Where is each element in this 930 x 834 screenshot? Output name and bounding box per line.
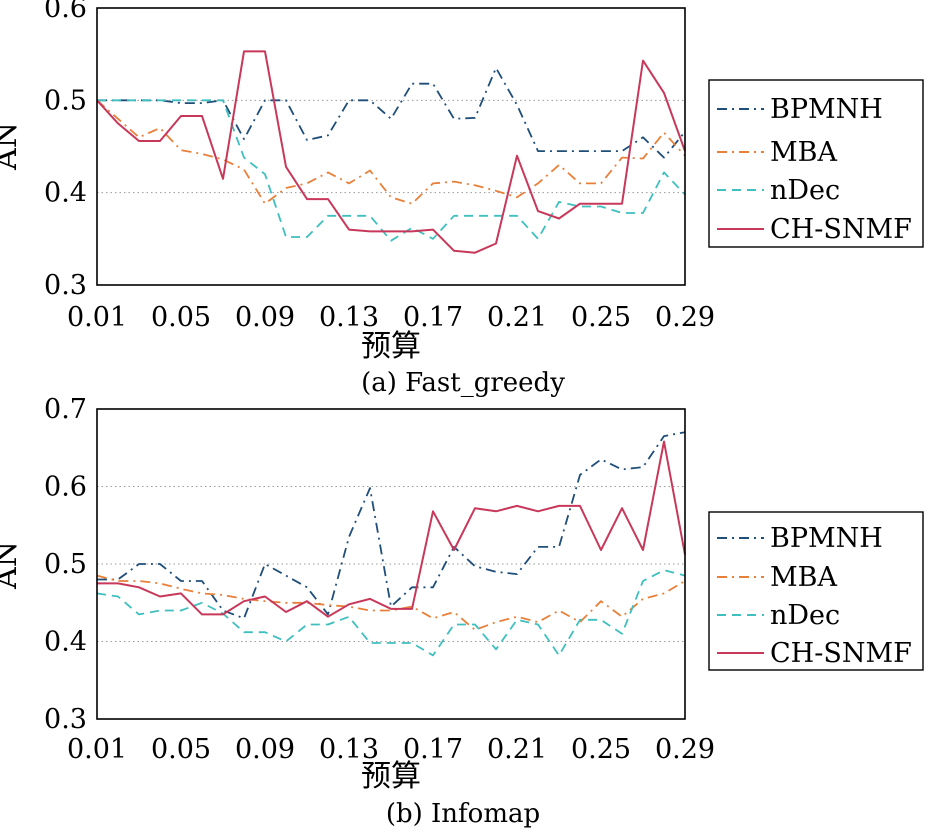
chart-b-x-tick-label: 0.25 <box>571 734 631 765</box>
chart-b-plot-frame <box>96 408 686 720</box>
chart-b-legend: BPMNH MBA nDec CH-SNMF <box>708 511 924 671</box>
chart-b-x-tick-label: 0.29 <box>655 734 715 765</box>
chart-a-y-tick-label: 0.6 <box>44 0 87 24</box>
chart-a-x-tick-label: 0.21 <box>487 302 547 333</box>
chart-infomap: 0.3 0.4 0.5 0.6 0.7 0.01 0.05 0.09 0.13 0.17 0.21… <box>0 394 924 829</box>
chart-a-y-ticks: 0.3 0.4 0.5 0.6 <box>44 0 87 301</box>
chart-a-series-bpmnh <box>97 67 686 159</box>
chart-a-legend-label-mba: MBA <box>770 137 837 168</box>
chart-b-x-tick-label: 0.01 <box>67 734 127 765</box>
chart-b-series-mba <box>96 574 686 631</box>
chart-b-y-tick-label: 0.3 <box>44 704 87 735</box>
chart-a-x-tick-label: 0.09 <box>235 302 295 333</box>
chart-b-series <box>96 431 686 657</box>
chart-b-x-tick-label: 0.09 <box>235 734 295 765</box>
chart-b-x-tick-label: 0.21 <box>487 734 547 765</box>
chart-b-series-ndec <box>96 569 686 657</box>
chart-a-x-ticks: 0.01 0.05 0.09 0.13 0.17 0.21 0.25 0.29 <box>67 302 715 333</box>
chart-b-legend-label-mba: MBA <box>770 562 837 593</box>
chart-a-y-tick-label: 0.5 <box>44 85 87 116</box>
chart-a-x-tick-label: 0.05 <box>151 302 211 333</box>
chart-b-y-axis-title: AN <box>0 541 24 590</box>
chart-b-series-ch-snmf <box>97 440 686 618</box>
chart-b-legend-label-ndec: nDec <box>770 600 840 631</box>
chart-a-x-tick-label: 0.13 <box>319 302 379 333</box>
chart-a-x-tick-label: 0.17 <box>403 302 463 333</box>
chart-b-y-tick-label: 0.4 <box>44 627 87 658</box>
chart-a-series-ndec <box>97 99 686 242</box>
chart-a-legend-label-ch-snmf: CH-SNMF <box>770 214 912 245</box>
chart-a-x-tick-label: 0.25 <box>571 302 631 333</box>
chart-b-y-tick-label: 0.6 <box>44 472 87 503</box>
chart-fast-greedy: 0.3 0.4 0.5 0.6 0.01 0.05 0.09 0.13 0.17 0.21 0.2… <box>0 0 924 398</box>
chart-a-series <box>96 50 686 254</box>
chart-a-caption: (a) Fast_greedy <box>361 368 565 398</box>
chart-a-y-tick-label: 0.3 <box>44 270 87 301</box>
chart-a-legend: BPMNH MBA nDec CH-SNMF <box>708 79 924 248</box>
chart-b-grid <box>97 486 685 642</box>
chart-b-y-tick-label: 0.5 <box>44 549 87 580</box>
chart-b-caption: (b) Infomap <box>386 799 540 829</box>
chart-a-legend-box <box>708 79 924 248</box>
chart-b-x-tick-label: 0.17 <box>403 734 463 765</box>
chart-b-y-ticks: 0.3 0.4 0.5 0.6 0.7 <box>44 394 87 735</box>
chart-b-series-bpmnh <box>97 431 686 620</box>
chart-b-legend-label-bpmnh: BPMNH <box>770 523 883 554</box>
chart-a-x-tick-label: 0.29 <box>655 302 715 333</box>
chart-a-x-axis-title: 预算 <box>361 329 421 364</box>
chart-a-x-tick-label: 0.01 <box>67 302 127 333</box>
chart-a-y-tick-label: 0.4 <box>44 178 87 209</box>
chart-b-x-tick-label: 0.05 <box>151 734 211 765</box>
chart-a-series-ch-snmf <box>96 50 686 254</box>
chart-b-x-axis-title: 预算 <box>361 759 421 794</box>
chart-a-plot-frame <box>96 7 686 286</box>
chart-a-grid <box>97 99 685 194</box>
chart-a-legend-label-ndec: nDec <box>770 175 840 206</box>
chart-a-y-axis-title: AN <box>0 122 24 171</box>
chart-b-x-tick-label: 0.13 <box>319 734 379 765</box>
chart-b-x-ticks: 0.01 0.05 0.09 0.13 0.17 0.21 0.25 0.29 <box>67 734 715 765</box>
chart-a-series-mba <box>96 99 686 205</box>
chart-b-legend-label-ch-snmf: CH-SNMF <box>770 638 912 669</box>
chart-a-legend-label-bpmnh: BPMNH <box>770 94 883 125</box>
chart-b-y-tick-label: 0.7 <box>44 394 87 425</box>
